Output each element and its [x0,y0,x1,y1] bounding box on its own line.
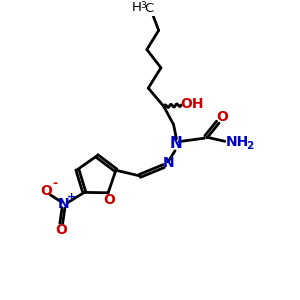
Text: O: O [41,184,52,198]
Text: N: N [58,196,70,211]
Text: O: O [216,110,228,124]
Text: NH: NH [225,135,249,149]
Text: H: H [132,2,142,14]
Text: C: C [145,2,154,15]
Text: +: + [67,192,76,202]
Text: N: N [170,136,183,151]
Text: 3: 3 [141,2,146,10]
Text: OH: OH [180,97,204,111]
Text: -: - [52,177,57,190]
Text: O: O [55,223,67,236]
Text: O: O [103,193,116,207]
Text: N: N [163,156,175,170]
Text: 2: 2 [247,141,254,151]
